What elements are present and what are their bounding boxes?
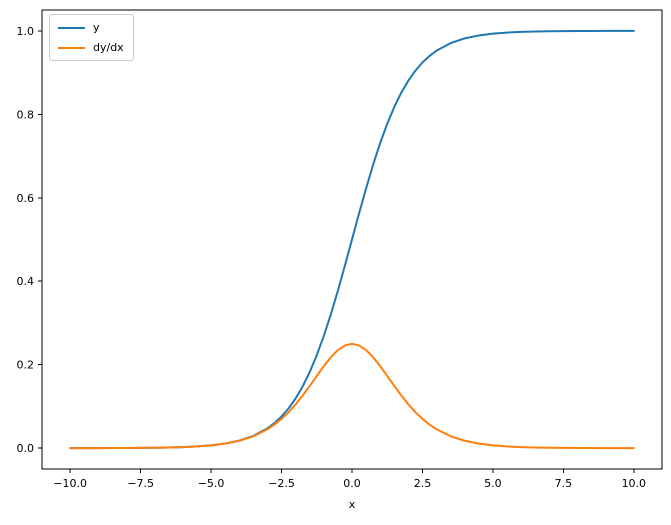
legend-line-sample-dydx xyxy=(58,46,85,49)
x-axis-label: x xyxy=(348,498,356,511)
x-tick-label: 2.5 xyxy=(414,477,432,490)
x-tick-label: 5.0 xyxy=(484,477,502,490)
y-tick-label: 1.0 xyxy=(17,25,35,38)
y-tick-label: 0.2 xyxy=(17,359,35,372)
legend: y dy/dx xyxy=(49,14,134,61)
x-tick-label: 7.5 xyxy=(555,477,573,490)
x-tick-label: 0.0 xyxy=(343,477,361,490)
legend-label-dydx: dy/dx xyxy=(93,41,124,54)
x-tick-label: −7.5 xyxy=(127,477,154,490)
y-tick-label: 0.8 xyxy=(17,108,35,121)
x-tick-label: −10.0 xyxy=(53,477,87,490)
y-tick-label: 0.4 xyxy=(17,275,35,288)
y-tick-label: 0.0 xyxy=(17,442,35,455)
legend-entry-dydx: dy/dx xyxy=(58,40,124,55)
y-tick-label: 0.6 xyxy=(17,192,35,205)
x-tick-label: 10.0 xyxy=(622,477,647,490)
series-line-1 xyxy=(69,342,635,450)
series-line-0 xyxy=(69,29,635,450)
legend-entry-y: y xyxy=(58,20,124,35)
legend-line-sample-y xyxy=(58,26,85,29)
legend-label-y: y xyxy=(93,21,100,34)
x-tick-label: −5.0 xyxy=(198,477,225,490)
x-tick-label: −2.5 xyxy=(268,477,295,490)
